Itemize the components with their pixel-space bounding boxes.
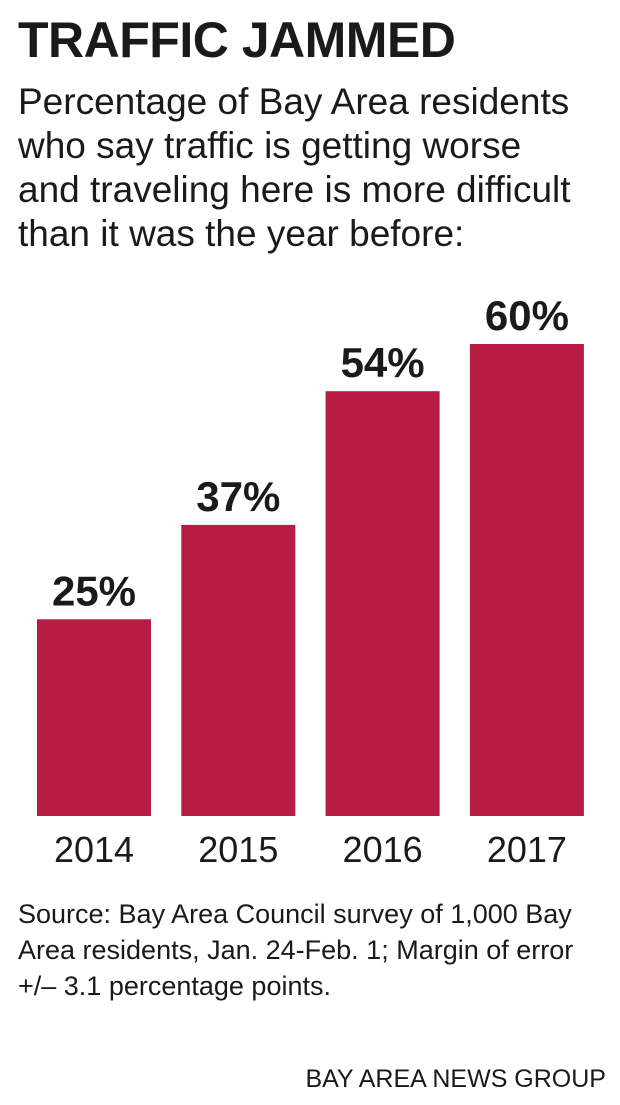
source-note: Source: Bay Area Council survey of 1,000…: [18, 899, 574, 1001]
chart-title: TRAFFIC JAMMED: [18, 12, 456, 68]
value-label-2016: 54%: [341, 339, 425, 386]
bar-2014: [37, 619, 151, 816]
bar-2016: [325, 391, 440, 816]
value-labels-group: 25% 37% 54% 60%: [52, 292, 569, 614]
chart-subtitle: Percentage of Bay Area residents who say…: [18, 81, 571, 254]
x-axis-labels-group: 2014 2015 2016 2017: [54, 829, 567, 870]
bars-group: [37, 344, 584, 816]
x-tick-label-2015: 2015: [198, 829, 278, 870]
x-tick-label-2014: 2014: [54, 829, 134, 870]
bar-chart: 25% 37% 54% 60% 2014 2015 2016 2017: [37, 292, 584, 870]
x-tick-label-2017: 2017: [487, 829, 567, 870]
value-label-2017: 60%: [485, 292, 569, 339]
value-label-2015: 37%: [196, 473, 280, 520]
x-tick-label-2016: 2016: [343, 829, 423, 870]
bar-2017: [469, 344, 584, 816]
credit-line: BAY AREA NEWS GROUP: [305, 1065, 606, 1093]
bar-2015: [181, 524, 296, 816]
value-label-2014: 25%: [52, 567, 136, 614]
